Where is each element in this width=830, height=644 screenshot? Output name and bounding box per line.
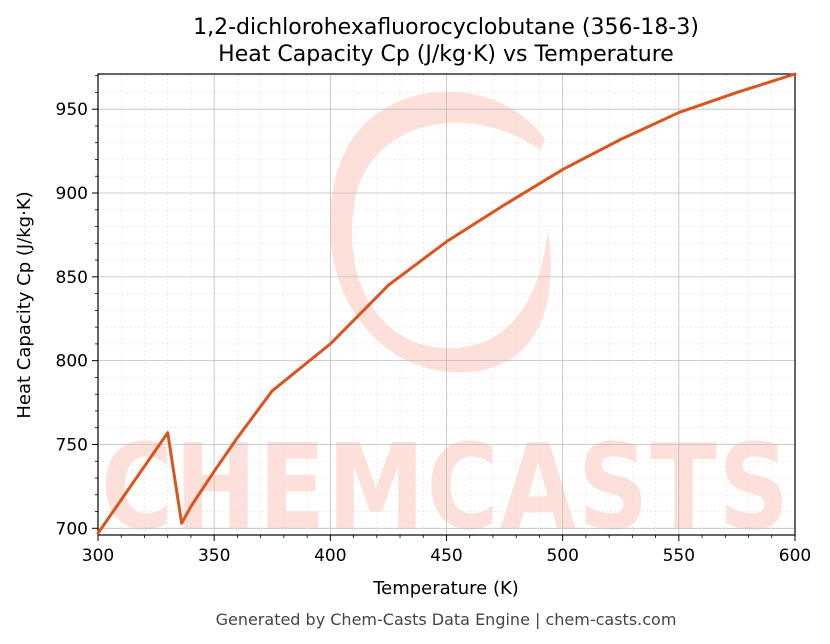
y-tick-label: 900 bbox=[56, 184, 88, 204]
footer-credit: Generated by Chem-Casts Data Engine | ch… bbox=[216, 610, 677, 629]
x-tick-label: 400 bbox=[314, 546, 346, 566]
x-tick-label: 450 bbox=[430, 546, 462, 566]
x-tick-label: 550 bbox=[663, 546, 695, 566]
series-line-0 bbox=[96, 72, 797, 535]
y-axis-ticks: 700 750 800 850 900 950 bbox=[56, 75, 98, 539]
y-axis-label: Heat Capacity Cp (J/kg·K) bbox=[14, 191, 35, 418]
x-axis-ticks: 300 350 400 450 500 550 600 bbox=[82, 535, 811, 566]
x-tick-label: 350 bbox=[198, 546, 230, 566]
series-layer bbox=[96, 72, 797, 535]
chart-title: 1,2-dichlorohexafluorocyclobutane (356-1… bbox=[193, 15, 699, 40]
y-tick-label: 800 bbox=[56, 352, 88, 372]
watermark-swirl bbox=[329, 91, 551, 373]
y-tick-label: 850 bbox=[56, 268, 88, 288]
y-tick-label: 750 bbox=[56, 435, 88, 455]
x-tick-label: 300 bbox=[82, 546, 114, 566]
x-axis-label: Temperature (K) bbox=[372, 578, 519, 599]
x-tick-label: 600 bbox=[779, 546, 811, 566]
watermark: CHEMCASTS bbox=[101, 91, 791, 556]
y-tick-label: 700 bbox=[56, 519, 88, 539]
y-tick-label: 950 bbox=[56, 100, 88, 120]
watermark-text: CHEMCASTS bbox=[101, 418, 791, 556]
chart-subtitle: Heat Capacity Cp (J/kg·K) vs Temperature bbox=[218, 42, 674, 67]
x-tick-label: 500 bbox=[546, 546, 578, 566]
